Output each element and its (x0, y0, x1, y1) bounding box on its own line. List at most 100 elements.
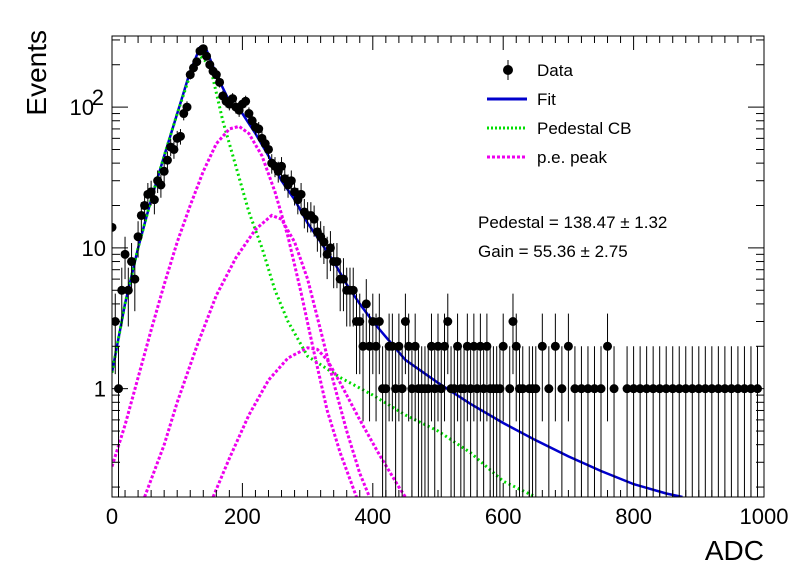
data-point (739, 346, 749, 497)
data-point (215, 77, 225, 88)
data-point (466, 346, 476, 497)
data-point (368, 293, 378, 375)
data-point (355, 293, 365, 375)
data-point (681, 346, 691, 497)
data-point (469, 313, 479, 422)
x-tick-label: 400 (354, 504, 391, 529)
data-point (635, 346, 645, 497)
x-tick-label: 200 (224, 504, 261, 529)
legend-data-marker (503, 60, 513, 80)
data-point (462, 313, 472, 422)
y-tick-label: 1 (94, 377, 106, 402)
data-point (609, 346, 619, 497)
data-point (720, 346, 730, 497)
data-point (733, 346, 743, 497)
data-point (430, 346, 440, 497)
data-point (117, 267, 127, 327)
data-point (642, 346, 652, 497)
y-axis-title: Events (21, 30, 52, 116)
data-point (338, 258, 348, 312)
pedestal-annotation: Pedestal = 138.47 ± 1.32 (478, 213, 667, 232)
data-point (518, 346, 528, 497)
data-point (407, 346, 417, 497)
data-point (404, 313, 414, 422)
data-point (655, 346, 665, 497)
data-point (505, 346, 515, 497)
data-point (453, 313, 463, 422)
legend-label-pedestal: Pedestal CB (537, 119, 632, 138)
x-tick-label: 0 (106, 504, 118, 529)
data-point (381, 346, 391, 497)
data-point (475, 313, 485, 422)
legend-label-fit: Fit (537, 90, 556, 109)
x-tick-label: 800 (615, 504, 652, 529)
data-point (112, 212, 117, 247)
y-tick-exponent: 2 (92, 85, 104, 110)
data-point (162, 151, 172, 171)
data-point (459, 346, 469, 497)
data-point (410, 313, 420, 422)
data-point (700, 346, 710, 497)
data-point (397, 346, 407, 497)
data-point (603, 313, 613, 422)
data-point (707, 346, 717, 497)
data-point (570, 346, 580, 497)
data-point (296, 183, 306, 209)
data-point (185, 70, 195, 80)
data-point (277, 157, 287, 178)
data-point (436, 346, 446, 497)
data-point (241, 95, 251, 108)
data-point (713, 346, 723, 497)
data-point (576, 346, 586, 497)
data-point (192, 57, 202, 67)
data-point (726, 346, 736, 497)
data-point (498, 313, 508, 422)
legend: Data Fit Pedestal CB p.e. peak (487, 60, 632, 167)
data-point (228, 93, 238, 105)
data-point (182, 101, 192, 114)
data-point (440, 313, 450, 422)
data-point (371, 313, 381, 422)
data-point (374, 293, 384, 375)
data-point (387, 313, 397, 422)
legend-label-data: Data (537, 61, 573, 80)
data-point (426, 313, 436, 422)
data-point (394, 313, 404, 422)
data-point (752, 346, 762, 497)
data-point (557, 346, 567, 497)
data-point (263, 141, 273, 159)
data-point (674, 346, 684, 497)
data-point (687, 346, 697, 497)
gain-annotation: Gain = 55.36 ± 2.75 (478, 242, 628, 261)
data-point (472, 346, 482, 497)
data-point (123, 267, 133, 327)
data-point (211, 70, 221, 80)
data-point (149, 187, 159, 215)
data-point (175, 129, 185, 145)
data-point (133, 221, 143, 258)
data-point (120, 236, 130, 280)
data-point (156, 174, 166, 198)
data-point (482, 313, 492, 422)
data-point (694, 346, 704, 497)
data-point (449, 346, 459, 497)
data-point (400, 293, 410, 375)
data-point (479, 346, 489, 497)
data-point (648, 346, 658, 497)
pe-peak-curve-3 (211, 346, 407, 497)
data-point (348, 267, 358, 327)
data-point (358, 313, 368, 422)
data-point (544, 346, 554, 497)
data-point (589, 346, 599, 497)
data-point (254, 122, 264, 137)
x-tick-label: 1000 (740, 504, 789, 529)
data-point (661, 346, 671, 497)
data-point (629, 346, 639, 497)
data-point (365, 313, 375, 422)
data-point (622, 346, 632, 497)
data-point (423, 346, 433, 497)
data-point (495, 346, 505, 497)
data-point (433, 313, 443, 422)
